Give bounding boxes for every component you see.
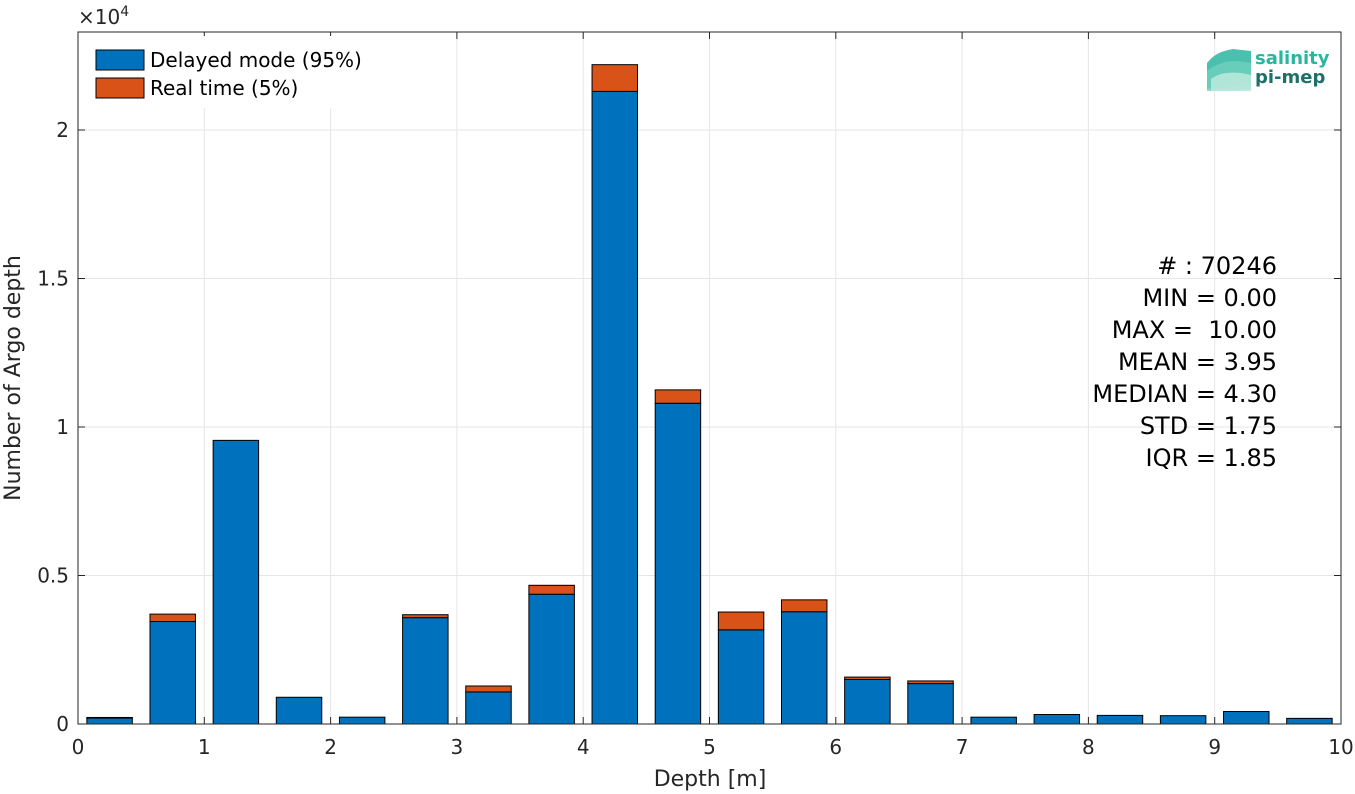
y-tick-labels: 0 0.5 1 1.5 2: [37, 118, 69, 736]
stats-line: STD = 1.75: [1140, 412, 1277, 440]
y-tick-label: 2: [56, 118, 69, 142]
stats-line: MEDIAN = 4.30: [1092, 380, 1277, 408]
x-tick-label: 4: [577, 735, 590, 759]
legend-swatch: [95, 77, 145, 99]
bar-delayed-mode: [654, 402, 702, 725]
legend-entry: Real time (5%): [150, 76, 298, 100]
bar-delayed-mode: [465, 691, 512, 725]
bar-delayed-mode: [970, 716, 1017, 725]
y-tick-label: 0.5: [37, 564, 69, 588]
bar-real-time: [86, 716, 133, 719]
bar-series: [86, 64, 1333, 725]
stats-line: IQR = 1.85: [1146, 444, 1277, 472]
salinity-pi-mep-logo: salinity pi-mep: [1207, 48, 1330, 91]
tick-marks: [77, 32, 1342, 725]
x-tick-label: 0: [72, 735, 85, 759]
legend-swatch: [95, 49, 145, 71]
x-tick-label: 2: [324, 735, 337, 759]
bar-delayed-mode: [844, 678, 891, 725]
x-tick-label: 7: [956, 735, 969, 759]
bar-real-time: [844, 676, 891, 680]
bar-real-time: [654, 389, 702, 404]
legend: Delayed mode (95%) Real time (5%): [82, 36, 372, 108]
x-axis-label: Depth [m]: [654, 767, 767, 792]
logo-wave-icon-3: [1211, 72, 1251, 91]
bar-delayed-mode: [212, 439, 260, 725]
bar-delayed-mode: [1223, 711, 1270, 725]
x-tick-label: 1: [198, 735, 211, 759]
bar-real-time: [402, 614, 449, 619]
bar-delayed-mode: [528, 593, 575, 725]
x-tick-labels: 0 1 2 3 4 5 6 7 8 9 10: [72, 735, 1354, 759]
bar-delayed-mode: [402, 617, 449, 725]
bar-real-time: [149, 613, 196, 623]
y-exponent-power: 4: [120, 4, 129, 20]
bar-delayed-mode: [149, 621, 196, 725]
bar-real-time: [907, 680, 954, 685]
bar-delayed-mode: [86, 717, 133, 725]
legend-entry: Delayed mode (95%): [150, 48, 362, 72]
x-tick-label: 3: [451, 735, 464, 759]
stats-line: # : 70246: [1157, 252, 1277, 280]
bar-delayed-mode: [338, 716, 386, 725]
stats-line: MAX = 10.00: [1112, 316, 1277, 344]
y-tick-label: 1: [56, 415, 69, 439]
stats-line: MIN = 0.00: [1142, 284, 1277, 312]
x-tick-label: 8: [1082, 735, 1095, 759]
stats-line: MEAN = 3.95: [1118, 348, 1277, 376]
bar-delayed-mode: [780, 611, 828, 725]
bar-real-time: [465, 685, 512, 693]
bar-delayed-mode: [1159, 715, 1207, 725]
x-tick-label: 9: [1208, 735, 1221, 759]
bar-delayed-mode: [275, 696, 323, 725]
y-axis-exponent: ×104: [78, 4, 129, 29]
bar-delayed-mode: [717, 629, 765, 725]
y-tick-label: 1.5: [37, 267, 69, 291]
logo-line1: salinity: [1255, 48, 1330, 69]
bar-delayed-mode: [1033, 713, 1081, 725]
grid-lines: [77, 32, 1342, 725]
x-tick-label: 10: [1328, 735, 1353, 759]
bar-delayed-mode: [591, 90, 639, 725]
x-tick-label: 5: [703, 735, 716, 759]
bar-delayed-mode: [1096, 714, 1144, 725]
bar-real-time: [717, 611, 765, 631]
y-axis-label: Number of Argo depth: [1, 255, 26, 501]
x-tick-label: 6: [829, 735, 842, 759]
logo-line2: pi-mep: [1255, 67, 1325, 88]
bar-real-time: [780, 599, 828, 613]
y-exponent-base: ×10: [78, 5, 120, 29]
bar-real-time: [528, 584, 575, 595]
bar-delayed-mode: [1286, 717, 1333, 725]
bar-real-time: [591, 64, 639, 92]
y-tick-label: 0: [56, 712, 69, 736]
bar-delayed-mode: [907, 683, 954, 725]
stats-box: # : 70246 MIN = 0.00 MAX = 10.00 MEAN = 3.9…: [1092, 252, 1277, 472]
